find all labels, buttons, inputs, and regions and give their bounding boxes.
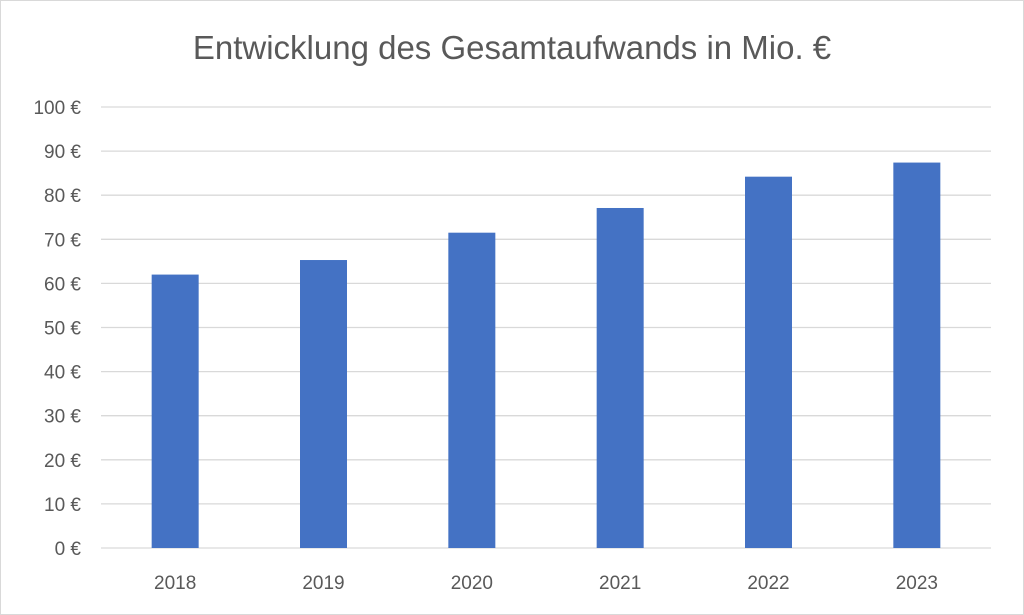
y-tick-label: 30 €	[44, 407, 81, 428]
bar-2023	[893, 162, 941, 549]
bars	[151, 162, 941, 549]
gridlines	[101, 106, 991, 549]
x-tick-label: 2021	[599, 573, 641, 594]
y-tick-label: 50 €	[44, 319, 81, 340]
x-axis-ticks: 2018 2019 2020 2021 2022 2023	[154, 573, 938, 594]
x-tick-label: 2022	[747, 573, 789, 594]
bar-2022	[745, 176, 792, 549]
y-tick-label: 100 €	[33, 98, 81, 119]
x-tick-label: 2019	[302, 573, 344, 594]
x-tick-label: 2018	[154, 573, 196, 594]
y-tick-label: 80 €	[44, 186, 81, 207]
x-tick-label: 2020	[451, 573, 493, 594]
y-tick-label: 70 €	[44, 230, 81, 251]
y-tick-label: 10 €	[44, 495, 81, 516]
y-tick-label: 90 €	[44, 142, 81, 163]
bar-2019	[300, 260, 347, 548]
bar-2018	[151, 274, 199, 548]
y-tick-label: 0 €	[55, 539, 82, 560]
y-tick-label: 40 €	[44, 363, 81, 384]
y-tick-label: 60 €	[44, 274, 81, 295]
chart-title: Entwicklung des Gesamtaufwands in Mio. €	[192, 29, 832, 66]
bar-2020	[448, 232, 496, 548]
x-tick-label: 2023	[896, 573, 938, 594]
y-tick-label: 20 €	[44, 451, 81, 472]
y-axis-ticks: 0 € 10 € 20 € 30 € 40 € 50 € 60 € 70 € 80 € 90 € 1…	[33, 98, 81, 560]
bar-2021	[596, 207, 644, 548]
